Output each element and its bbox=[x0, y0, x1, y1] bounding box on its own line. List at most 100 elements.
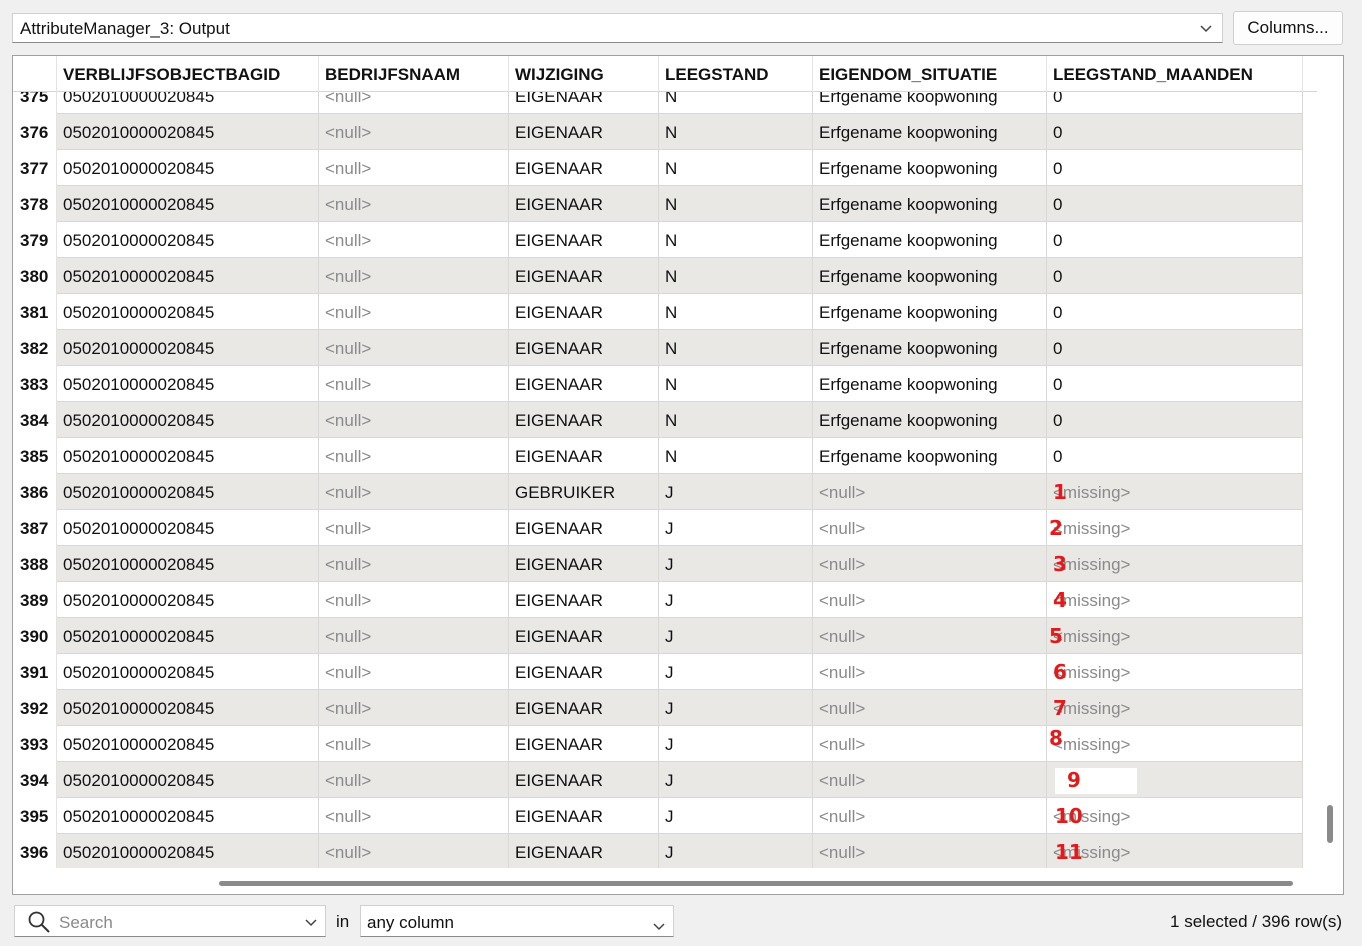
column-header[interactable]: EIGENDOM_SITUATIE bbox=[813, 56, 1047, 92]
table-cell[interactable]: <null> bbox=[813, 654, 1047, 690]
table-cell[interactable]: <null> bbox=[319, 258, 509, 294]
table-cell[interactable]: <null> bbox=[319, 474, 509, 510]
table-cell[interactable]: 0502010000020845 bbox=[57, 654, 319, 690]
row-number[interactable]: 393 bbox=[13, 726, 57, 762]
row-number[interactable]: 380 bbox=[13, 258, 57, 294]
table-cell[interactable]: <missing> bbox=[1047, 726, 1303, 762]
table-cell[interactable]: 0502010000020845 bbox=[57, 186, 319, 222]
table-row[interactable]: 391 0502010000020845 <null> EIGENAAR J <null>… bbox=[13, 654, 1303, 690]
table-cell[interactable]: <null> bbox=[319, 438, 509, 474]
chevron-down-icon[interactable] bbox=[1198, 14, 1214, 44]
table-cell[interactable]: N bbox=[659, 258, 813, 294]
chevron-down-icon[interactable] bbox=[303, 913, 319, 936]
table-cell[interactable]: J bbox=[659, 690, 813, 726]
table-cell[interactable]: <missing> bbox=[1047, 834, 1303, 868]
table-cell[interactable]: <null> bbox=[319, 186, 509, 222]
table-cell[interactable]: EIGENAAR bbox=[509, 510, 659, 546]
table-cell[interactable]: J bbox=[659, 546, 813, 582]
table-cell[interactable]: <null> bbox=[813, 510, 1047, 546]
table-cell[interactable]: <missing> bbox=[1047, 690, 1303, 726]
table-cell[interactable]: Erfgename koopwoning bbox=[813, 150, 1047, 186]
table-cell[interactable]: N bbox=[659, 294, 813, 330]
table-row[interactable]: 383 0502010000020845 <null> EIGENAAR N Erfgen… bbox=[13, 366, 1303, 402]
table-cell[interactable]: J bbox=[659, 762, 813, 798]
table-cell[interactable]: 0502010000020845 bbox=[57, 582, 319, 618]
table-grid[interactable]: 375 0502010000020845 <null> EIGENAAR N Erfgen… bbox=[13, 56, 1317, 868]
table-row[interactable]: 377 0502010000020845 <null> EIGENAAR N Erfgen… bbox=[13, 150, 1303, 186]
row-number[interactable]: 390 bbox=[13, 618, 57, 654]
table-cell[interactable]: 0502010000020845 bbox=[57, 330, 319, 366]
table-cell[interactable]: <missing> bbox=[1047, 510, 1303, 546]
table-cell[interactable]: <null> bbox=[319, 294, 509, 330]
table-cell[interactable]: Erfgename koopwoning bbox=[813, 222, 1047, 258]
table-row[interactable]: 385 0502010000020845 <null> EIGENAAR N Erfgen… bbox=[13, 438, 1303, 474]
table-cell[interactable]: <null> bbox=[813, 798, 1047, 834]
table-cell[interactable]: <null> bbox=[319, 510, 509, 546]
table-cell[interactable]: EIGENAAR bbox=[509, 654, 659, 690]
table-cell[interactable]: N bbox=[659, 222, 813, 258]
table-cell[interactable]: Erfgename koopwoning bbox=[813, 294, 1047, 330]
search-field[interactable]: Search bbox=[14, 905, 326, 937]
table-cell[interactable]: <missing> bbox=[1047, 474, 1303, 510]
table-cell[interactable]: EIGENAAR bbox=[509, 150, 659, 186]
table-cell[interactable]: 0 bbox=[1047, 402, 1303, 438]
table-cell[interactable]: J bbox=[659, 798, 813, 834]
vertical-scrollbar-thumb[interactable] bbox=[1327, 805, 1333, 843]
table-cell[interactable]: <missing> bbox=[1047, 618, 1303, 654]
table-cell[interactable]: <missing> bbox=[1047, 654, 1303, 690]
table-cell[interactable]: 0502010000020845 bbox=[57, 222, 319, 258]
table-row[interactable]: 395 0502010000020845 <null> EIGENAAR J <null>… bbox=[13, 798, 1303, 834]
table-cell[interactable]: EIGENAAR bbox=[509, 546, 659, 582]
table-cell[interactable]: <null> bbox=[319, 402, 509, 438]
row-number[interactable]: 382 bbox=[13, 330, 57, 366]
row-number[interactable]: 379 bbox=[13, 222, 57, 258]
row-number[interactable]: 392 bbox=[13, 690, 57, 726]
table-cell[interactable]: 0502010000020845 bbox=[57, 366, 319, 402]
table-cell[interactable]: EIGENAAR bbox=[509, 330, 659, 366]
table-cell[interactable]: EIGENAAR bbox=[509, 726, 659, 762]
table-cell[interactable]: 0502010000020845 bbox=[57, 294, 319, 330]
table-cell[interactable]: 0502010000020845 bbox=[57, 114, 319, 150]
table-cell[interactable]: EIGENAAR bbox=[509, 582, 659, 618]
table-row[interactable]: 388 0502010000020845 <null> EIGENAAR J <null>… bbox=[13, 546, 1303, 582]
table-cell[interactable]: EIGENAAR bbox=[509, 798, 659, 834]
table-cell[interactable]: Erfgename koopwoning bbox=[813, 402, 1047, 438]
table-cell[interactable]: 0 bbox=[1047, 438, 1303, 474]
table-cell[interactable]: <null> bbox=[813, 618, 1047, 654]
table-cell[interactable]: 0502010000020845 bbox=[57, 690, 319, 726]
row-number[interactable]: 386 bbox=[13, 474, 57, 510]
table-cell[interactable]: <null> bbox=[319, 582, 509, 618]
table-cell[interactable]: N bbox=[659, 330, 813, 366]
table-cell[interactable]: 0 bbox=[1047, 222, 1303, 258]
table-cell[interactable]: 0502010000020845 bbox=[57, 402, 319, 438]
table-cell[interactable]: EIGENAAR bbox=[509, 114, 659, 150]
table-cell[interactable]: EIGENAAR bbox=[509, 222, 659, 258]
table-row[interactable]: 393 0502010000020845 <null> EIGENAAR J <null>… bbox=[13, 726, 1303, 762]
row-number[interactable]: 378 bbox=[13, 186, 57, 222]
table-cell[interactable]: <null> bbox=[319, 726, 509, 762]
column-filter-select[interactable]: any column bbox=[360, 905, 674, 937]
table-cell[interactable]: 0502010000020845 bbox=[57, 834, 319, 868]
table-row[interactable]: 381 0502010000020845 <null> EIGENAAR N Erfgen… bbox=[13, 294, 1303, 330]
row-number[interactable]: 377 bbox=[13, 150, 57, 186]
column-header[interactable]: WIJZIGING bbox=[509, 56, 659, 92]
table-row[interactable]: 394 0502010000020845 <null> EIGENAAR J <null>… bbox=[13, 762, 1303, 798]
table-cell[interactable]: J bbox=[659, 582, 813, 618]
table-cell[interactable]: EIGENAAR bbox=[509, 294, 659, 330]
table-cell[interactable]: GEBRUIKER bbox=[509, 474, 659, 510]
table-cell[interactable]: 0502010000020845 bbox=[57, 726, 319, 762]
table-row[interactable]: 380 0502010000020845 <null> EIGENAAR N Erfgen… bbox=[13, 258, 1303, 294]
table-cell[interactable]: N bbox=[659, 186, 813, 222]
table-cell[interactable]: <null> bbox=[319, 150, 509, 186]
table-cell[interactable]: <null> bbox=[813, 834, 1047, 868]
table-row[interactable]: 378 0502010000020845 <null> EIGENAAR N Erfgen… bbox=[13, 186, 1303, 222]
table-cell[interactable]: J bbox=[659, 618, 813, 654]
table-cell[interactable]: 0502010000020845 bbox=[57, 438, 319, 474]
table-cell[interactable]: <null> bbox=[813, 546, 1047, 582]
table-cell[interactable]: EIGENAAR bbox=[509, 834, 659, 868]
table-cell[interactable]: <null> bbox=[319, 330, 509, 366]
table-cell[interactable]: <null> bbox=[813, 726, 1047, 762]
table-cell[interactable]: <null> bbox=[319, 546, 509, 582]
table-row[interactable]: 396 0502010000020845 <null> EIGENAAR J <null>… bbox=[13, 834, 1303, 868]
table-row[interactable]: 384 0502010000020845 <null> EIGENAAR N Erfgen… bbox=[13, 402, 1303, 438]
